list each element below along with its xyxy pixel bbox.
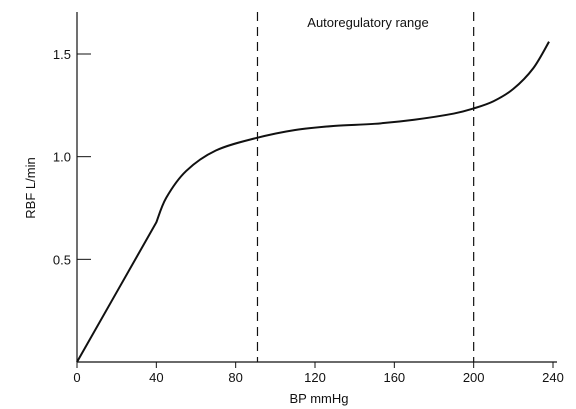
x-tick-label-0: 0	[73, 370, 80, 385]
x-tick-label-240: 240	[542, 370, 564, 385]
x-tick-label-80: 80	[228, 370, 242, 385]
y-tick-label-0.5: 0.5	[53, 252, 71, 267]
y-tick-label-1.5: 1.5	[53, 47, 71, 62]
y-axis-title: RBF L/min	[23, 157, 38, 218]
ticks: 0 40 80 120 160 200 240 0.5 1.0 1.5	[53, 47, 564, 385]
reference-lines	[256, 12, 475, 362]
y-tick-label-1.0: 1.0	[53, 150, 71, 165]
annotation-autoregulatory-range: Autoregulatory range	[307, 15, 428, 30]
x-tick-label-120: 120	[304, 370, 326, 385]
x-axis-title: BP mmHg	[290, 391, 349, 406]
x-tick-label-40: 40	[149, 370, 163, 385]
rbf-curve	[76, 41, 550, 363]
series	[76, 41, 550, 363]
x-tick-label-160: 160	[383, 370, 405, 385]
x-tick-label-200: 200	[463, 370, 485, 385]
axes	[76, 12, 557, 363]
